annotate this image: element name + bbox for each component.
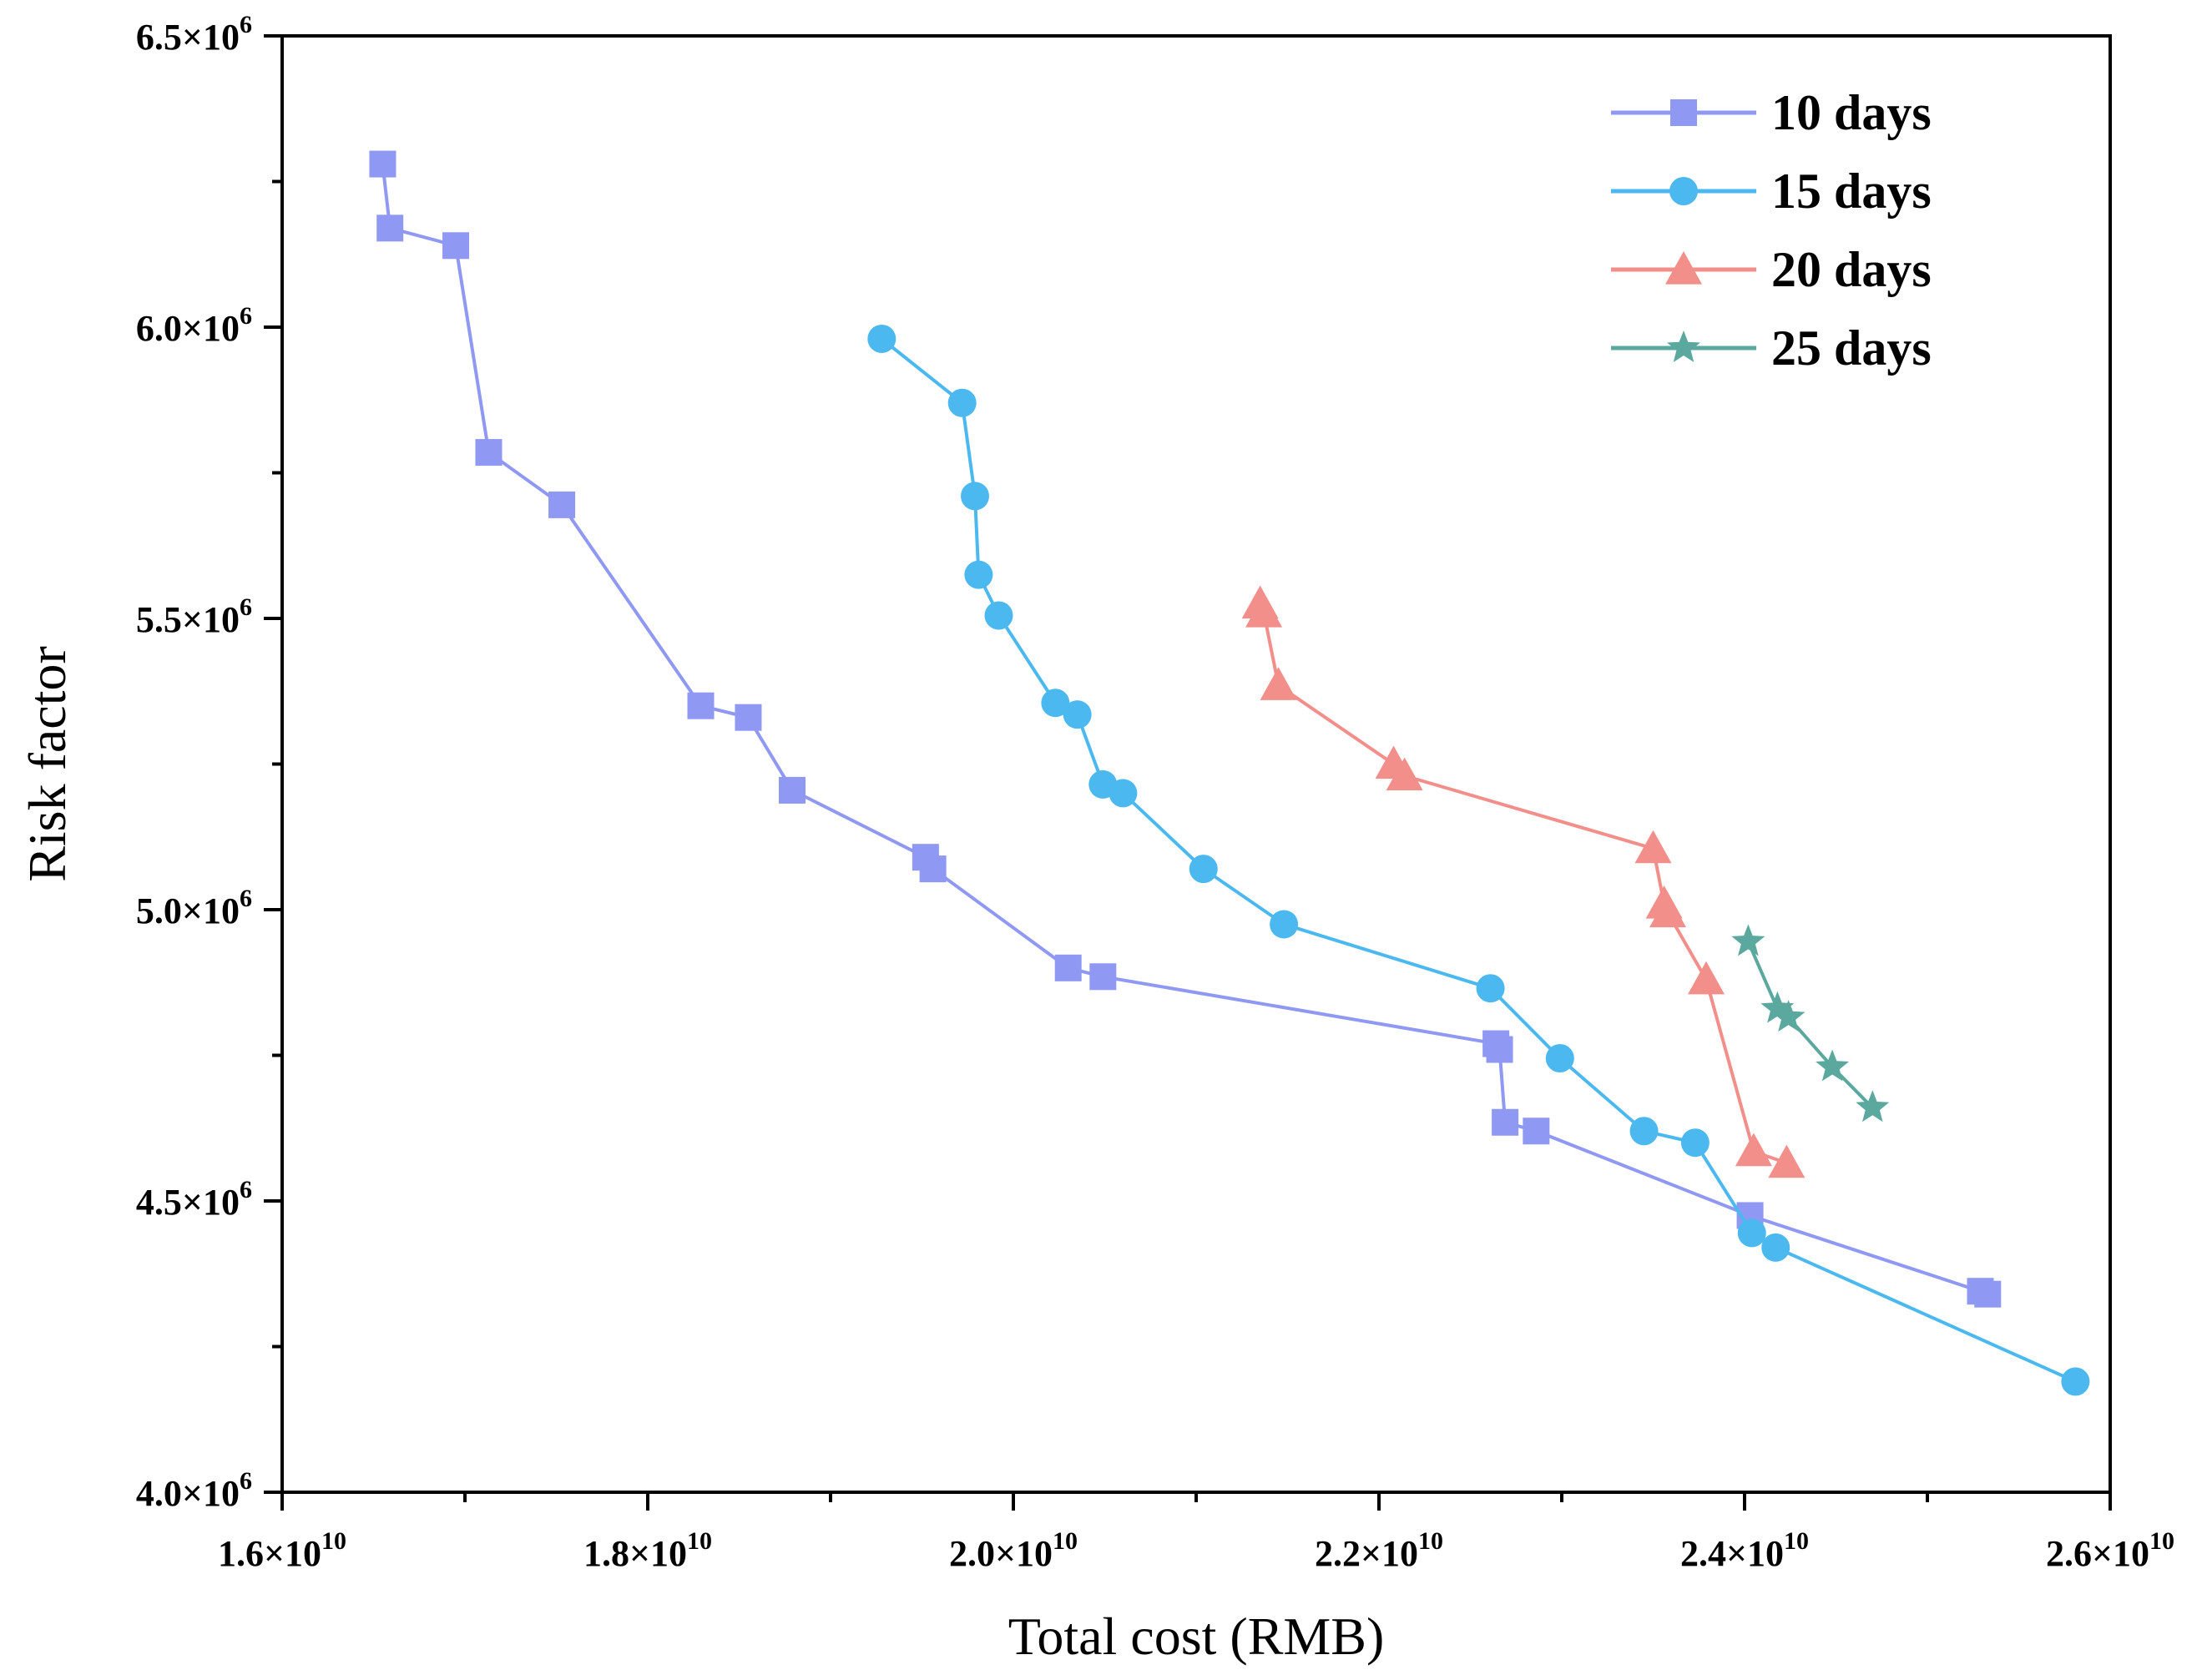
data-point	[475, 439, 503, 467]
legend-label: 15 days	[1771, 164, 1932, 219]
axes-layer: 1.6×1010 1.8×1010 2.0×1010 2.2×1010 2.4×1010…	[136, 11, 2174, 1574]
data-point	[1245, 594, 1283, 628]
data-point	[1816, 1049, 1850, 1082]
y-tick-label: 5.0×106	[136, 885, 252, 931]
legend-label: 20 days	[1771, 242, 1932, 297]
series-15-days	[867, 324, 2090, 1396]
data-point	[779, 776, 806, 804]
series-20-days	[1241, 585, 1806, 1178]
data-point	[1270, 910, 1299, 939]
data-point	[1063, 700, 1092, 729]
legend-item: 25 days	[1611, 320, 1932, 376]
series-line	[1746, 941, 1874, 1109]
y-axis-title: Risk factor	[18, 646, 77, 882]
legend-marker	[1665, 251, 1702, 285]
x-axis-title: Total cost (RMB)	[1008, 1607, 1385, 1666]
data-point	[2061, 1367, 2090, 1396]
series-line	[1258, 603, 1788, 1165]
data-point	[1735, 1133, 1772, 1167]
y-tick-label: 5.5×106	[136, 593, 252, 640]
data-point	[1386, 757, 1423, 791]
data-point	[376, 214, 404, 242]
series-line	[881, 337, 2077, 1384]
x-tick-label: 2.6×1010	[2046, 1527, 2174, 1574]
data-point	[867, 324, 896, 353]
data-point	[1486, 1036, 1513, 1063]
data-point	[1189, 855, 1218, 884]
y-tick-label: 6.5×106	[136, 11, 252, 58]
data-point	[1737, 1218, 1766, 1248]
data-point	[1760, 991, 1795, 1023]
data-point	[735, 704, 762, 731]
data-point	[1041, 689, 1070, 718]
data-point	[1492, 1108, 1519, 1136]
legend: 10 days 15 days 20 days 25 days	[1611, 85, 1932, 376]
x-tick-label: 2.4×1010	[1680, 1527, 1809, 1574]
legend-label: 25 days	[1771, 320, 1932, 376]
data-point	[1974, 1280, 2002, 1308]
legend-item: 15 days	[1611, 164, 1932, 219]
data-point	[947, 388, 977, 417]
data-point	[1688, 961, 1725, 995]
legend-marker	[1670, 99, 1697, 126]
data-point	[1054, 954, 1082, 981]
y-tick-label: 4.5×106	[136, 1176, 252, 1223]
data-point	[1856, 1090, 1890, 1123]
data-point	[1629, 1117, 1659, 1146]
data-point	[1523, 1117, 1550, 1145]
data-point	[1761, 1233, 1790, 1262]
data-point	[1771, 1000, 1806, 1032]
legend-marker	[1669, 177, 1698, 205]
data-point	[984, 601, 1013, 630]
data-point	[1634, 830, 1672, 864]
series-10-days	[369, 150, 2002, 1308]
data-point	[1260, 667, 1297, 700]
data-point	[919, 855, 947, 883]
data-point	[1476, 974, 1505, 1003]
data-point	[1109, 779, 1138, 808]
series-25-days	[1731, 924, 1890, 1123]
x-tick-label: 2.0×1010	[949, 1527, 1078, 1574]
x-tick-label: 1.6×1010	[218, 1527, 346, 1574]
data-point	[1545, 1043, 1574, 1072]
data-point	[1731, 924, 1765, 956]
y-tick-label: 6.0×106	[136, 302, 252, 349]
legend-marker	[1667, 330, 1700, 362]
data-point	[442, 232, 470, 260]
legend-item: 20 days	[1611, 242, 1932, 297]
data-point	[1649, 894, 1687, 928]
data-point	[1089, 963, 1117, 991]
data-point	[369, 150, 396, 178]
legend-label: 10 days	[1771, 85, 1932, 140]
data-point	[964, 560, 993, 589]
legend-item: 10 days	[1611, 85, 1932, 140]
x-tick-label: 2.2×1010	[1315, 1527, 1443, 1574]
series-layer	[369, 150, 2090, 1396]
x-tick-label: 1.8×1010	[583, 1527, 712, 1574]
data-point	[961, 482, 990, 511]
y-tick-label: 4.0×106	[136, 1467, 252, 1514]
data-point	[1680, 1128, 1710, 1158]
data-point	[1768, 1144, 1806, 1178]
data-point	[687, 692, 715, 719]
data-point	[548, 491, 576, 518]
